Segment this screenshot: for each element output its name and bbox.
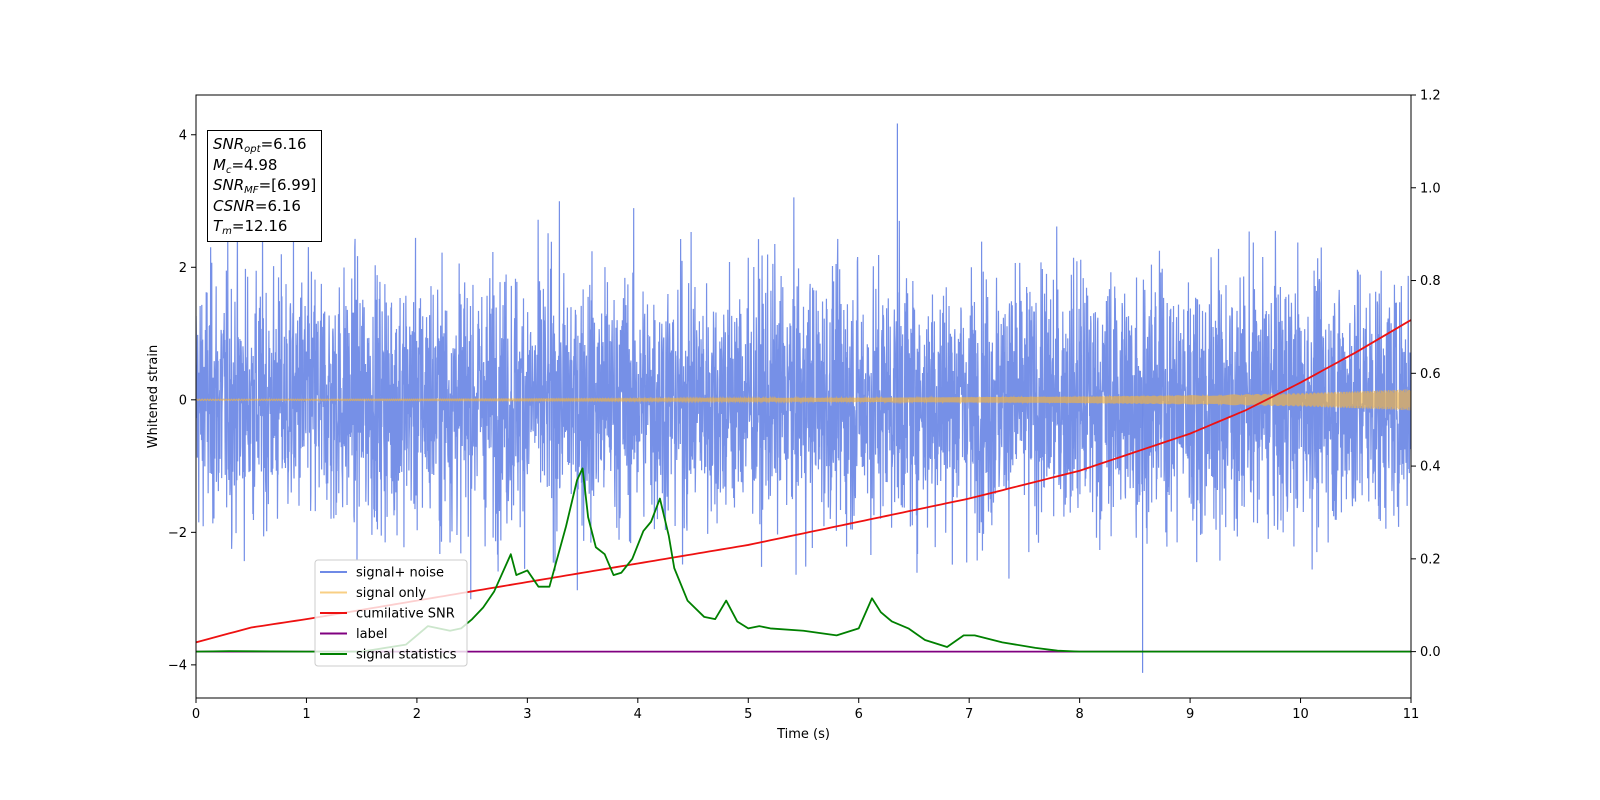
y-tick-label: −4 [168,658,187,673]
y-tick-label: −2 [168,526,187,541]
x-tick-label: 5 [744,707,752,722]
y-tick-label: 4 [179,128,187,143]
snr-opt-value: =6.16 [260,135,307,153]
snr-info-box: SNRopt=6.16 Mc=4.98 SNRMF=[6.99] CSNR=6.… [207,130,323,242]
x-axis-label: Time (s) [776,727,830,742]
x-tick-label: 9 [1186,707,1194,722]
y-tick-label: 2 [179,261,187,276]
snr-mf-value: =[6.99] [258,176,317,194]
legend-label: cumilative SNR [356,607,455,622]
tm-value: =12.16 [231,217,288,235]
snr-opt-subscript: opt [244,144,261,155]
series-signal-only-line [196,389,1411,411]
y2-tick-label: 1.2 [1420,89,1441,104]
y2-tick-label: 0.2 [1420,552,1441,567]
y2-tick-label: 0.8 [1420,274,1441,289]
x-tick-label: 11 [1403,707,1420,722]
legend-box [314,559,468,667]
snr-mf-symbol: SNR [213,176,245,194]
x-tick-label: 0 [192,707,200,722]
snr-opt-line: SNRopt=6.16 [213,134,316,155]
y2-tick-label: 1.0 [1420,181,1441,196]
x-tick-label: 6 [855,707,863,722]
y2-tick-label: 0.4 [1420,460,1441,475]
legend-label: label [356,627,387,642]
tm-subscript: m [222,226,232,237]
legend-label: signal+ noise [356,566,444,581]
x-tick-label: 8 [1075,707,1083,722]
axes-frame [195,94,1412,699]
series-signal-statistics-line [196,467,1411,653]
legend: signal+ noise signal only cumilative SNR la… [314,559,468,667]
y2-tick-label: 0.0 [1420,645,1441,660]
mc-line: Mc=4.98 [213,155,316,176]
mc-value: =4.98 [231,155,278,174]
y-axis-label: Whitened strain [146,345,161,448]
snr-mf-line: SNRMF=[6.99] [213,175,316,196]
legend-label: signal only [356,586,426,601]
snr-mf-subscript: MF [244,185,259,196]
y-tick-label: 0 [179,393,187,408]
x-tick-label: 1 [302,707,310,722]
csnr-line: CSNR=6.16 [213,196,316,217]
csnr-value: =6.16 [254,196,301,215]
snr-opt-symbol: SNR [213,135,245,153]
mc-subscript: c [225,164,232,176]
tm-line: Tm=12.16 [213,216,316,237]
x-tick-label: 10 [1292,707,1309,722]
mc-symbol: M [213,155,226,174]
tm-symbol: T [213,217,223,235]
legend-label: signal statistics [356,648,457,663]
axis-ticks: 0 1 2 3 4 5 6 7 8 9 10 11 −4 −2 0 2 4 0.0 0.2 0.4 0.6 0.8 1.0 1… [168,89,1441,723]
y2-tick-label: 0.6 [1420,367,1441,382]
x-tick-label: 7 [965,707,973,722]
x-tick-label: 2 [413,707,421,722]
x-tick-label: 4 [634,707,642,722]
x-tick-label: 3 [523,707,531,722]
series-signal-noise-line [196,197,1411,600]
csnr-symbol: CSNR [213,196,255,215]
